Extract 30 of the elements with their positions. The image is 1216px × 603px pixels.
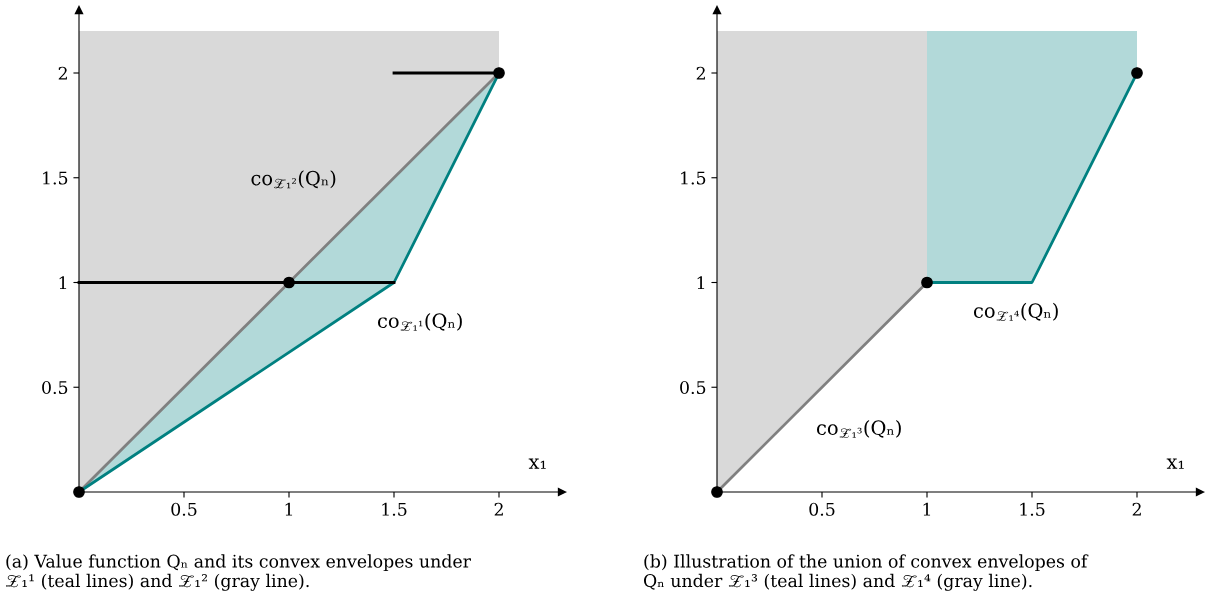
y-tick-label: 1 bbox=[59, 276, 67, 290]
point bbox=[711, 486, 723, 498]
y-tick-label: 2 bbox=[58, 66, 67, 80]
point bbox=[73, 486, 85, 498]
point bbox=[493, 67, 505, 79]
y-tick-label: 1 bbox=[697, 276, 705, 290]
text: (a) Value function Qₙ and its convex envelopes under 𝒵₁¹ (teal lines) and 𝒵₁² (gray line). bbox=[6, 554, 471, 591]
y-tick-label: 1.5 bbox=[43, 171, 68, 185]
y-tick-label: 0.5 bbox=[42, 380, 68, 395]
text: (b) Illustration of the union of convex envelopes of Qₙ under 𝒵₁³ (teal lines) and 𝒵₁⁴ (gray line). bbox=[643, 554, 1089, 591]
y-tick-label: 1.5 bbox=[681, 171, 706, 185]
x-tick-label: 1 bbox=[285, 502, 293, 516]
x-tick-label: 1.5 bbox=[1020, 502, 1045, 516]
x-tick-label: 0.5 bbox=[171, 502, 197, 516]
point bbox=[1131, 67, 1143, 79]
x-tick-label: 1.5 bbox=[382, 502, 407, 516]
annotation: co$_{𝒵₁⁴}$(Qₙ) bbox=[973, 302, 1058, 321]
annotation: co$_{𝒵₁¹}$(Qₙ) bbox=[377, 312, 462, 331]
x-tick-label: 1 bbox=[923, 502, 931, 516]
x-axis-title: x₁ bbox=[1166, 458, 1184, 469]
x-tick-label: 0.5 bbox=[809, 502, 835, 516]
annotation: co$_{𝒵₁²}$(Qₙ) bbox=[251, 170, 336, 189]
annotation: co$_{𝒵₁³}$(Qₙ) bbox=[816, 419, 901, 438]
x-tick-label: 2 bbox=[1132, 502, 1141, 516]
point bbox=[921, 276, 933, 289]
y-tick-label: 2 bbox=[696, 66, 705, 80]
x-tick-label: 2 bbox=[494, 502, 503, 516]
point bbox=[283, 276, 295, 289]
y-tick-label: 0.5 bbox=[680, 380, 706, 395]
x-axis-title: x₁ bbox=[528, 458, 546, 469]
